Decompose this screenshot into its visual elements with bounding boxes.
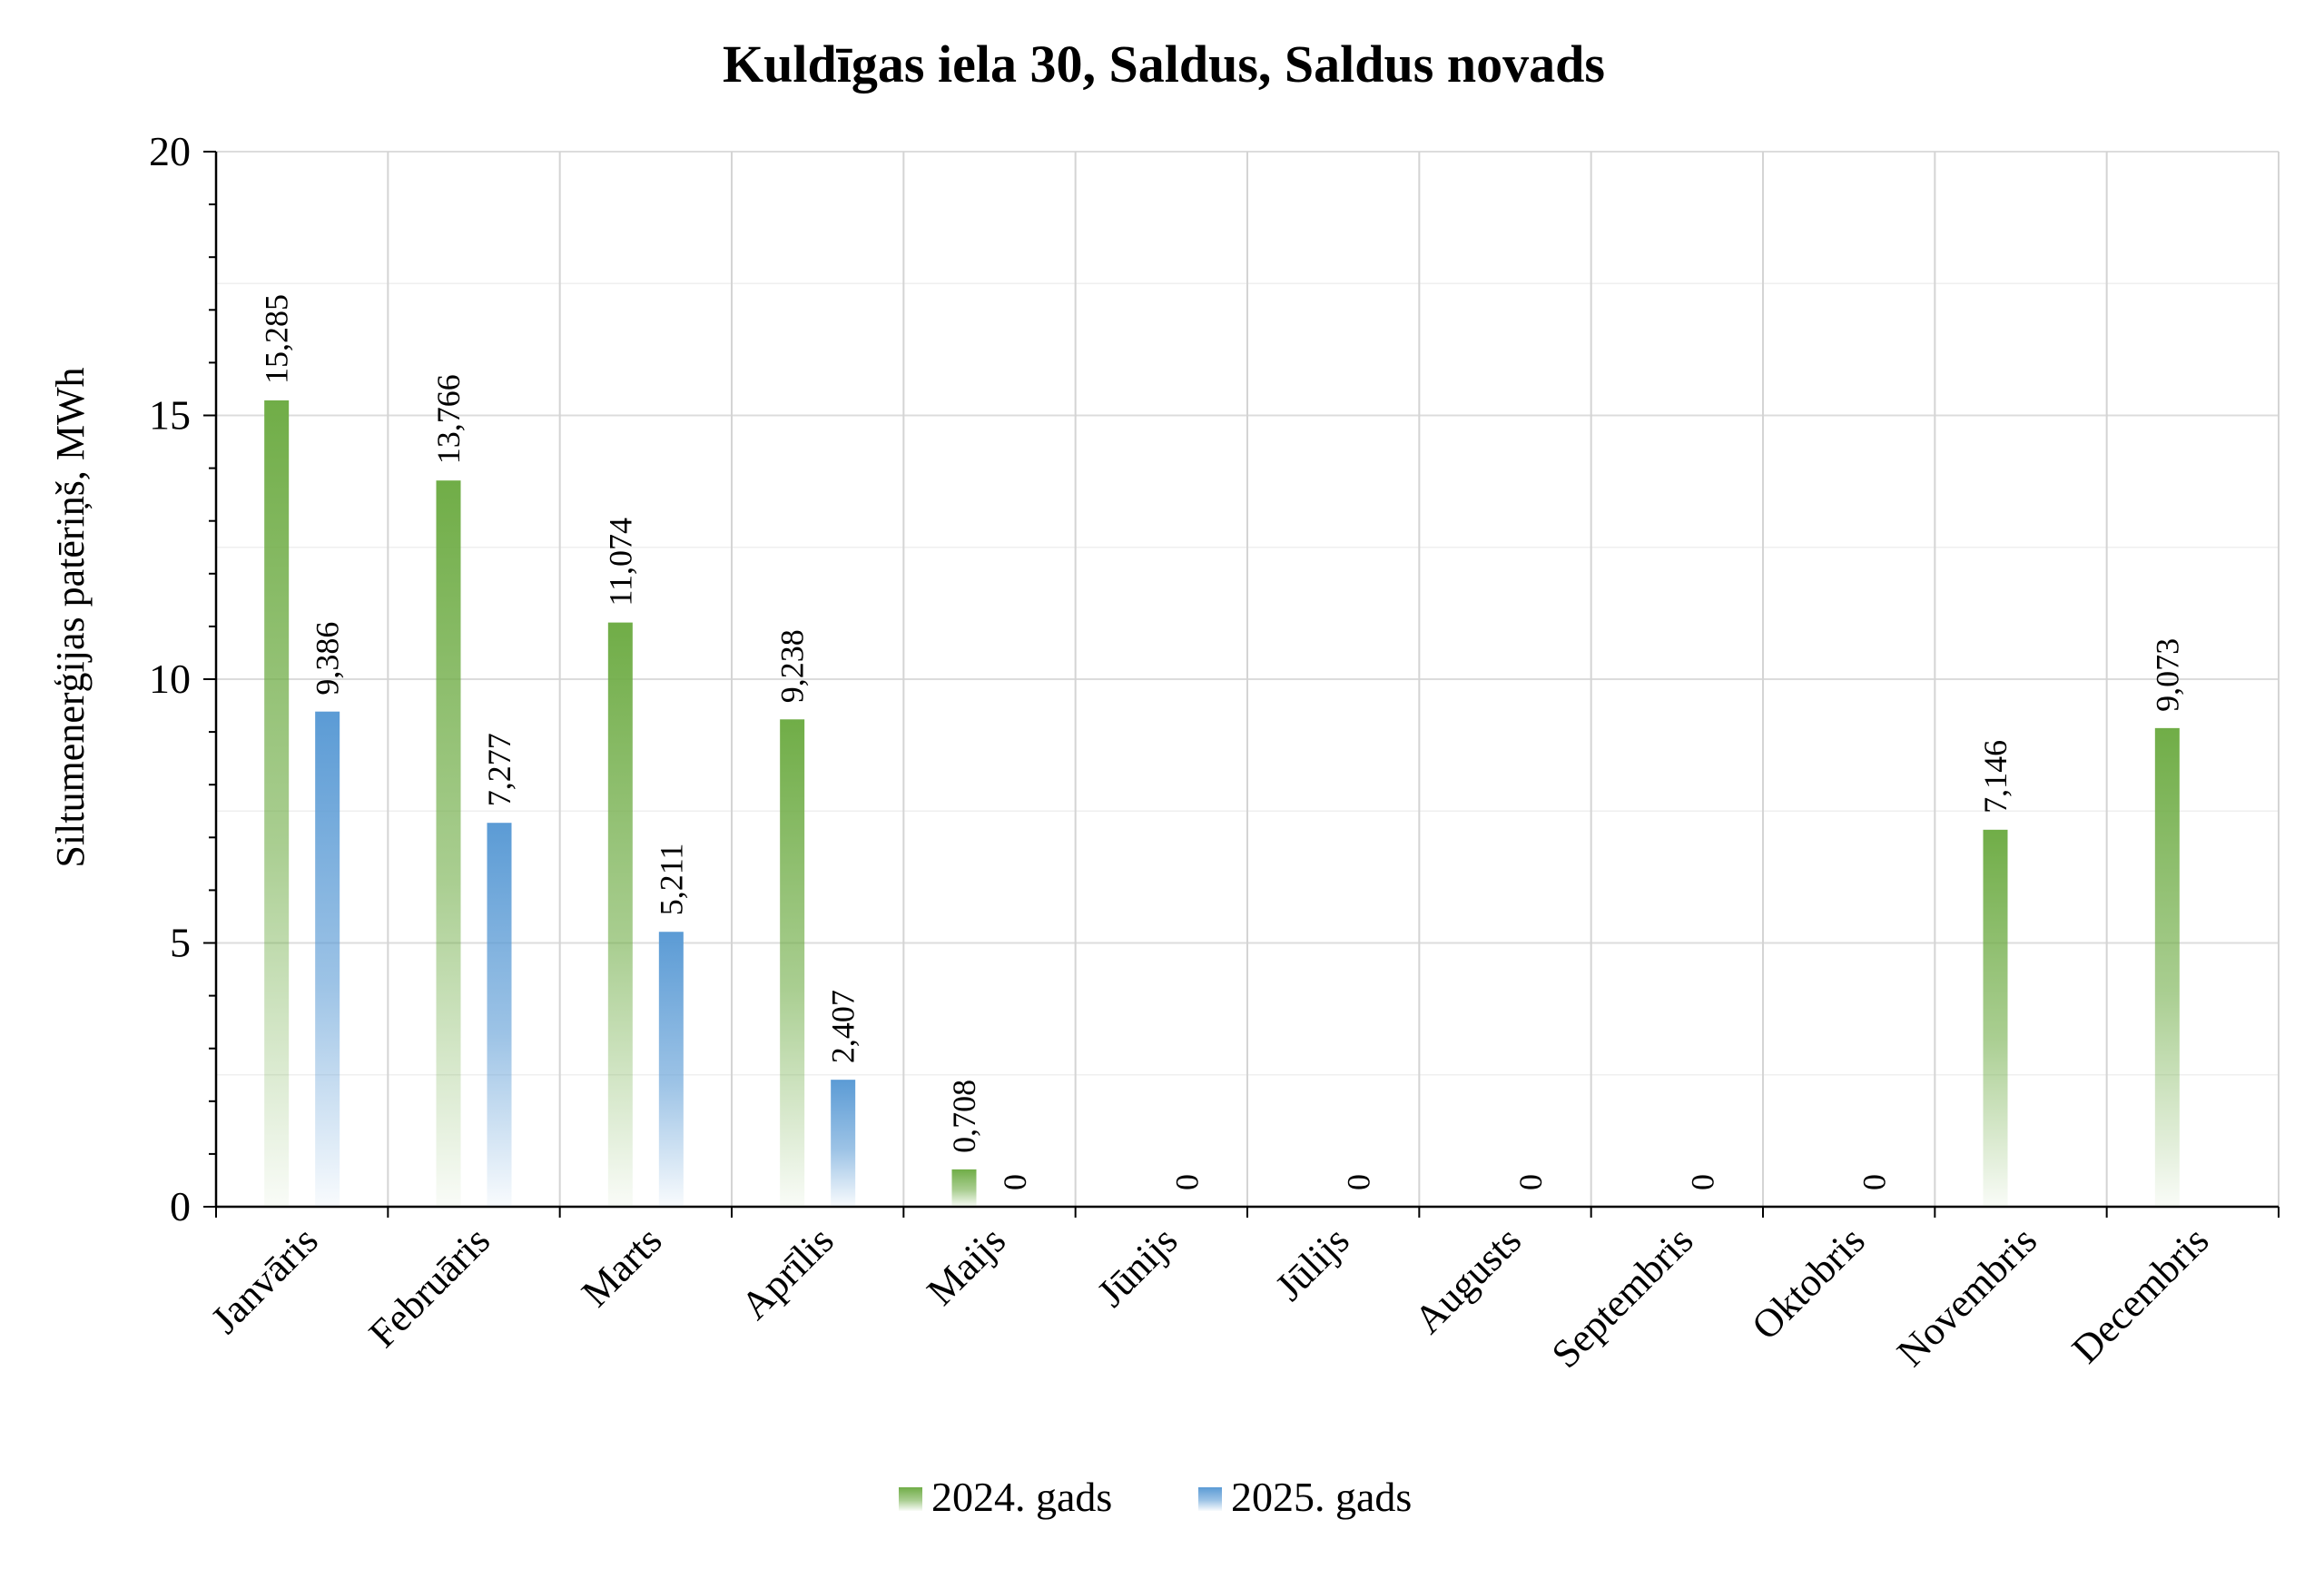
data-label: 13,766 [430, 374, 467, 464]
x-tick-label: Oktobris [1743, 1218, 1874, 1348]
data-label: 9,238 [774, 629, 811, 703]
x-tick-label: Aprīlis [733, 1218, 842, 1327]
data-label: 0 [1168, 1174, 1205, 1190]
x-tick-label: Maijs [919, 1218, 1015, 1314]
bar-series-2024 [607, 622, 633, 1207]
x-tick-label: Decembris [2063, 1218, 2217, 1371]
data-label: 7,277 [481, 733, 517, 806]
y-tick-label: 5 [170, 920, 191, 966]
data-label: 2,407 [825, 990, 862, 1063]
bar-series-2025 [315, 711, 340, 1207]
y-tick-label: 10 [149, 656, 191, 702]
data-label: 0,708 [946, 1080, 982, 1153]
bar-series-2024 [436, 480, 461, 1207]
y-axis-title: Siltumenerģijas patēriņš, MWh [48, 367, 93, 867]
y-tick-labels: 0 5 10 15 20 [149, 128, 191, 1229]
data-label: 0 [1684, 1174, 1720, 1190]
bar-series-2024 [951, 1169, 977, 1207]
gridlines [216, 151, 2280, 1207]
bar-series-2024 [780, 719, 805, 1207]
legend-swatch [1198, 1487, 1222, 1511]
y-tick-label: 15 [149, 392, 191, 439]
x-tick-labels: Janvāris Februāris Marts Aprīlis Maijs Jūnijs… [202, 1218, 2217, 1377]
bar-series-2024 [2154, 727, 2180, 1207]
data-label: 5,211 [653, 844, 689, 916]
chart-title: Kuldīgas iela 30, Saldus, Saldus novads [723, 35, 1605, 94]
x-tick-label: Jūlijs [1266, 1218, 1357, 1308]
legend-label: 2024. gads [931, 1474, 1112, 1520]
bar-series-2024 [1983, 829, 2008, 1207]
data-label: 0 [1512, 1174, 1549, 1190]
data-label: 7,146 [1977, 740, 2014, 814]
x-tick-label: Janvāris [202, 1218, 327, 1342]
data-label: 15,285 [259, 294, 295, 384]
data-label: 11,074 [602, 518, 638, 607]
x-tick-label: Augusts [1405, 1218, 1530, 1342]
data-label: 0 [997, 1174, 1033, 1190]
x-tick-label: Jūnijs [1088, 1218, 1186, 1315]
legend-label: 2025. gads [1231, 1474, 1412, 1520]
y-tick-label: 0 [170, 1183, 191, 1229]
x-tick-label: Marts [573, 1218, 670, 1315]
y-tick-label: 20 [149, 128, 191, 174]
data-label: 9,386 [310, 622, 346, 696]
bar-series-2025 [831, 1080, 856, 1207]
x-tick-label: Februāris [360, 1218, 498, 1356]
legend: 2024. gads 2025. gads [899, 1474, 1412, 1520]
x-tick-label: Septembris [1543, 1218, 1702, 1377]
bar-series-2025 [658, 932, 684, 1207]
data-label: 9,073 [2149, 638, 2185, 712]
legend-swatch [899, 1487, 922, 1511]
axes [203, 151, 2280, 1218]
bar-series-2025 [487, 823, 512, 1207]
x-tick-label: Novembris [1888, 1218, 2045, 1375]
data-label: 0 [1341, 1174, 1377, 1190]
bar-series-2024 [264, 400, 290, 1207]
bars [264, 400, 2180, 1207]
data-label: 0 [1856, 1174, 1893, 1190]
data-labels: 15,285 9,386 13,766 7,277 11,074 5,211 9,238 2,… [259, 294, 2186, 1190]
